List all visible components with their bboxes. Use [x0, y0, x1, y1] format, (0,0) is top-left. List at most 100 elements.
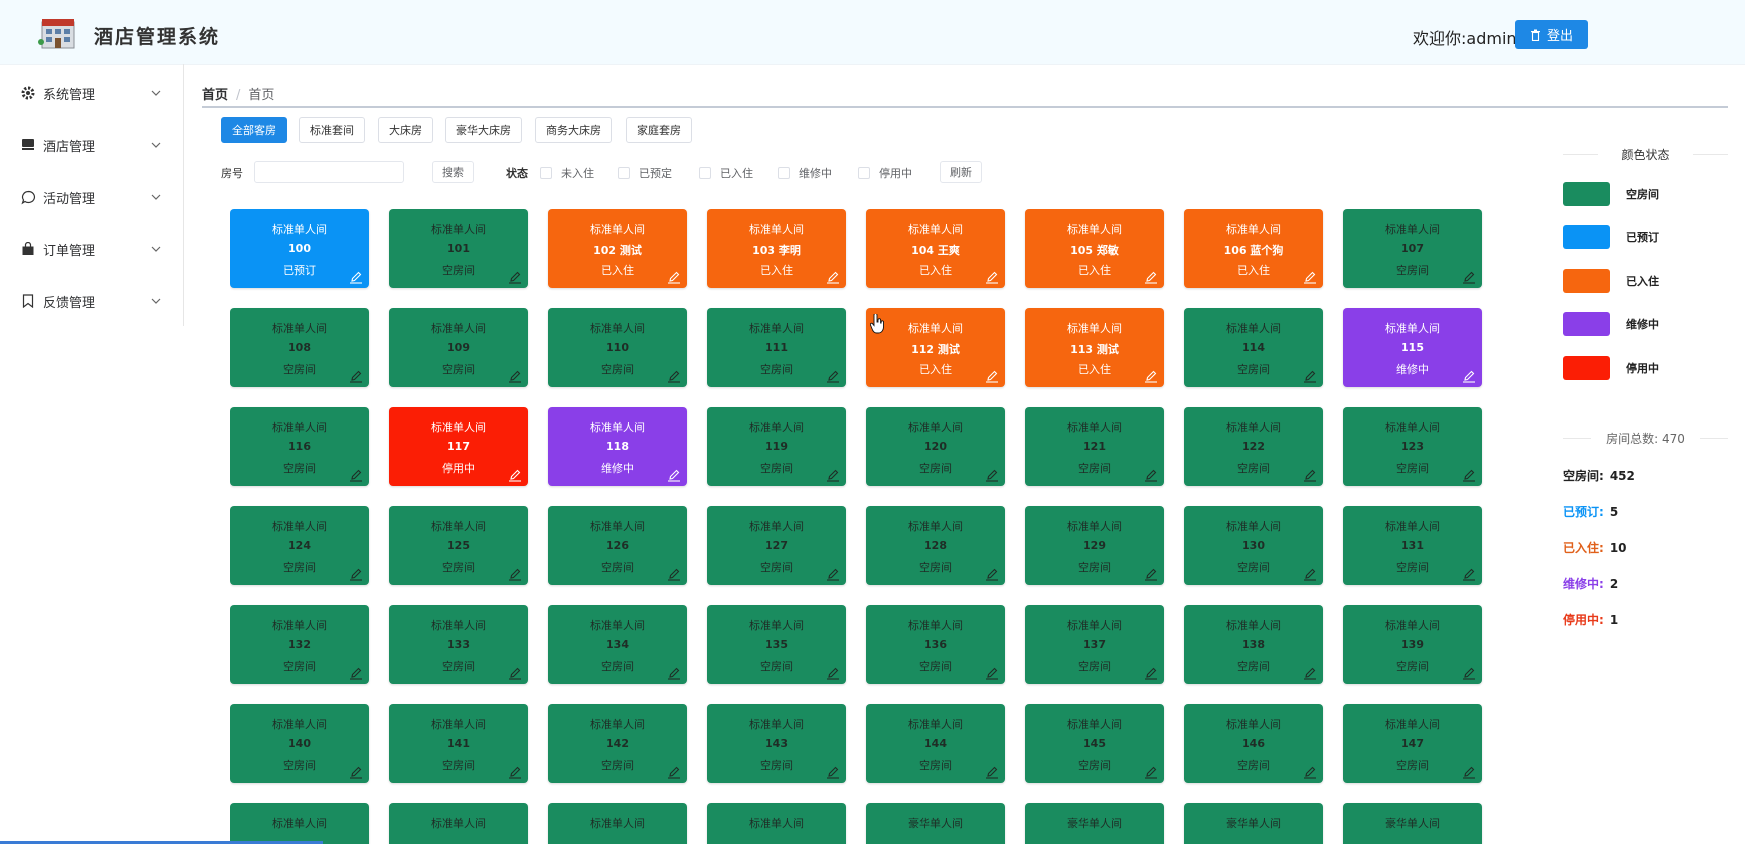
room-card[interactable]: 标准单人间 [707, 803, 846, 844]
edit-icon[interactable] [1144, 765, 1158, 779]
edit-icon[interactable] [508, 666, 522, 680]
room-card[interactable]: 标准单人间 108 空房间 [230, 308, 369, 387]
room-card[interactable]: 标准单人间 139 空房间 [1343, 605, 1482, 684]
edit-icon[interactable] [985, 369, 999, 383]
edit-icon[interactable] [985, 765, 999, 779]
logout-button[interactable]: 登出 [1515, 20, 1588, 49]
edit-icon[interactable] [826, 666, 840, 680]
breadcrumb-home[interactable]: 首页 [202, 88, 229, 103]
room-card[interactable]: 标准单人间 142 空房间 [548, 704, 687, 783]
room-card[interactable]: 标准单人间 134 空房间 [548, 605, 687, 684]
search-button[interactable]: 搜索 [432, 161, 474, 183]
room-card[interactable]: 标准单人间 [389, 803, 528, 844]
room-card[interactable]: 豪华单人间 [1184, 803, 1323, 844]
status-checkbox-vacant[interactable]: 未入住 [540, 165, 594, 181]
edit-icon[interactable] [826, 567, 840, 581]
edit-icon[interactable] [1144, 270, 1158, 284]
edit-icon[interactable] [826, 369, 840, 383]
room-card[interactable]: 标准单人间 130 空房间 [1184, 506, 1323, 585]
edit-icon[interactable] [826, 765, 840, 779]
edit-icon[interactable] [985, 567, 999, 581]
room-card[interactable]: 标准单人间 133 空房间 [389, 605, 528, 684]
room-card[interactable]: 豪华单人间 [1343, 803, 1482, 844]
room-card[interactable]: 标准单人间 [230, 803, 369, 844]
room-card[interactable]: 标准单人间 103 李明 已入住 [707, 209, 846, 288]
room-card[interactable]: 标准单人间 104 王爽 已入住 [866, 209, 1005, 288]
room-card[interactable]: 标准单人间 132 空房间 [230, 605, 369, 684]
room-card[interactable]: 标准单人间 138 空房间 [1184, 605, 1323, 684]
edit-icon[interactable] [985, 468, 999, 482]
room-card[interactable]: 标准单人间 126 空房间 [548, 506, 687, 585]
room-card[interactable]: 标准单人间 105 郑敏 已入住 [1025, 209, 1164, 288]
tab-all-rooms[interactable]: 全部客房 [221, 117, 287, 143]
edit-icon[interactable] [985, 666, 999, 680]
room-card[interactable]: 标准单人间 [548, 803, 687, 844]
room-card[interactable]: 标准单人间 101 空房间 [389, 209, 528, 288]
status-checkbox-disabled[interactable]: 停用中 [858, 165, 912, 181]
room-card[interactable]: 标准单人间 111 空房间 [707, 308, 846, 387]
sidebar-item-system[interactable]: 系统管理 [0, 73, 183, 113]
room-card[interactable]: 标准单人间 100 已预订 [230, 209, 369, 288]
room-card[interactable]: 标准单人间 110 空房间 [548, 308, 687, 387]
edit-icon[interactable] [1303, 468, 1317, 482]
edit-icon[interactable] [667, 567, 681, 581]
room-card[interactable]: 标准单人间 128 空房间 [866, 506, 1005, 585]
edit-icon[interactable] [508, 468, 522, 482]
room-card[interactable]: 标准单人间 144 空房间 [866, 704, 1005, 783]
room-card[interactable]: 标准单人间 129 空房间 [1025, 506, 1164, 585]
edit-icon[interactable] [349, 765, 363, 779]
room-card[interactable]: 标准单人间 116 空房间 [230, 407, 369, 486]
edit-icon[interactable] [1303, 270, 1317, 284]
edit-icon[interactable] [826, 468, 840, 482]
edit-icon[interactable] [1144, 369, 1158, 383]
edit-icon[interactable] [349, 369, 363, 383]
tab-king-room[interactable]: 大床房 [378, 117, 433, 143]
edit-icon[interactable] [508, 567, 522, 581]
edit-icon[interactable] [667, 468, 681, 482]
edit-icon[interactable] [1462, 765, 1476, 779]
room-card[interactable]: 标准单人间 117 停用中 [389, 407, 528, 486]
edit-icon[interactable] [667, 666, 681, 680]
edit-icon[interactable] [1303, 369, 1317, 383]
edit-icon[interactable] [349, 468, 363, 482]
room-card[interactable]: 标准单人间 120 空房间 [866, 407, 1005, 486]
tab-family-suite[interactable]: 家庭套房 [626, 117, 692, 143]
edit-icon[interactable] [508, 369, 522, 383]
tab-business-king[interactable]: 商务大床房 [535, 117, 612, 143]
sidebar-item-feedback[interactable]: 反馈管理 [0, 281, 183, 321]
room-card[interactable]: 标准单人间 140 空房间 [230, 704, 369, 783]
room-card[interactable]: 标准单人间 118 维修中 [548, 407, 687, 486]
edit-icon[interactable] [826, 270, 840, 284]
edit-icon[interactable] [349, 270, 363, 284]
room-card[interactable]: 豪华单人间 [1025, 803, 1164, 844]
room-card[interactable]: 标准单人间 135 空房间 [707, 605, 846, 684]
room-card[interactable]: 标准单人间 141 空房间 [389, 704, 528, 783]
edit-icon[interactable] [1462, 270, 1476, 284]
room-card[interactable]: 标准单人间 131 空房间 [1343, 506, 1482, 585]
room-card[interactable]: 标准单人间 121 空房间 [1025, 407, 1164, 486]
edit-icon[interactable] [508, 270, 522, 284]
edit-icon[interactable] [1303, 666, 1317, 680]
edit-icon[interactable] [1462, 369, 1476, 383]
sidebar-item-activity[interactable]: 活动管理 [0, 177, 183, 217]
edit-icon[interactable] [1144, 468, 1158, 482]
edit-icon[interactable] [349, 567, 363, 581]
edit-icon[interactable] [985, 270, 999, 284]
room-card[interactable]: 标准单人间 143 空房间 [707, 704, 846, 783]
status-checkbox-booked[interactable]: 已预定 [618, 165, 672, 181]
room-card[interactable]: 标准单人间 115 维修中 [1343, 308, 1482, 387]
status-checkbox-checked-in[interactable]: 已入住 [699, 165, 753, 181]
edit-icon[interactable] [508, 765, 522, 779]
room-card[interactable]: 标准单人间 137 空房间 [1025, 605, 1164, 684]
room-card[interactable]: 标准单人间 114 空房间 [1184, 308, 1323, 387]
room-card[interactable]: 标准单人间 146 空房间 [1184, 704, 1323, 783]
room-card[interactable]: 标准单人间 113 测试 已入住 [1025, 308, 1164, 387]
edit-icon[interactable] [1462, 666, 1476, 680]
edit-icon[interactable] [1144, 567, 1158, 581]
room-card[interactable]: 标准单人间 147 空房间 [1343, 704, 1482, 783]
edit-icon[interactable] [667, 270, 681, 284]
sidebar-item-hotel[interactable]: 酒店管理 [0, 125, 183, 165]
tab-standard-suite[interactable]: 标准套间 [299, 117, 365, 143]
room-card[interactable]: 标准单人间 123 空房间 [1343, 407, 1482, 486]
room-number-input[interactable] [254, 161, 404, 183]
